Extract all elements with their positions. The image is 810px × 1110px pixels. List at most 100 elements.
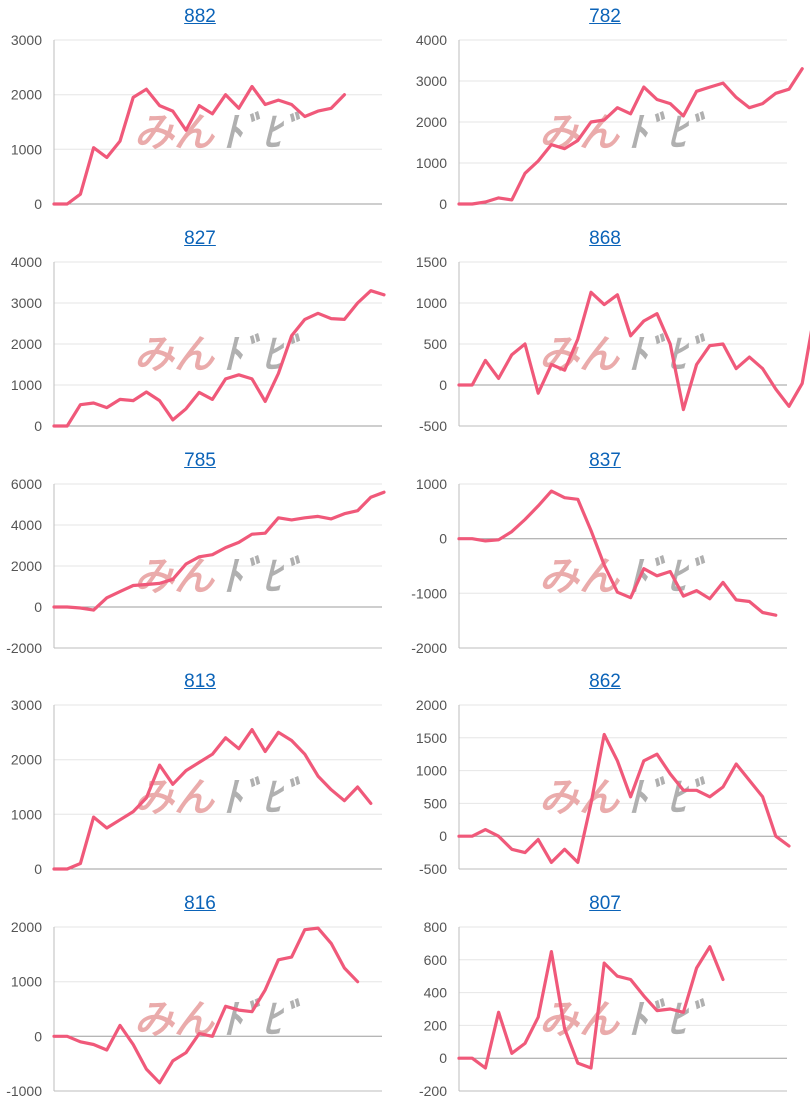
- watermark-pink-text: みん: [539, 997, 621, 1043]
- y-tick-label: 800: [424, 919, 448, 935]
- y-tick-label: 1000: [416, 763, 447, 779]
- y-tick-label: 1000: [11, 377, 42, 393]
- y-tick-label: 0: [439, 1050, 447, 1066]
- y-tick-label: 1500: [416, 254, 447, 270]
- watermark-logo: みん ﾄﾞﾋﾞ: [134, 997, 302, 1043]
- y-tick-label: -200: [419, 1083, 447, 1099]
- y-tick-label: 4000: [416, 32, 447, 48]
- y-tick-label: 6000: [11, 476, 42, 492]
- watermark-logo: みん ﾄﾞﾋﾞ: [539, 110, 707, 156]
- y-tick-label: 2000: [11, 336, 42, 352]
- chart-title-link[interactable]: 785: [184, 450, 216, 471]
- y-tick-label: 3000: [11, 697, 42, 713]
- chart-title-link[interactable]: 813: [184, 671, 216, 692]
- y-tick-label: 0: [34, 1028, 42, 1044]
- chart-panel: 837 1000 0 -1000 -2000 みん ﾄﾞﾋﾞ: [405, 444, 805, 666]
- series-line: [52, 289, 386, 428]
- y-tick-label: 200: [424, 1017, 448, 1033]
- watermark-gray-text: ﾄﾞﾋﾞ: [627, 110, 707, 156]
- series-line: [457, 945, 725, 1070]
- watermark-logo: みん ﾄﾞﾋﾞ: [539, 997, 707, 1043]
- y-tick-label: -2000: [6, 640, 42, 656]
- y-tick-label: -1000: [6, 1083, 42, 1099]
- y-tick-label: -1000: [411, 585, 447, 601]
- watermark-pink-text: みん: [134, 332, 216, 378]
- chart-panel: 813 3000 2000 1000 0 みん ﾄﾞﾋﾞ: [0, 665, 400, 887]
- watermark-gray-text: ﾄﾞﾋﾞ: [627, 775, 707, 821]
- chart-title-link[interactable]: 782: [589, 6, 621, 27]
- watermark-pink-text: みん: [134, 997, 216, 1043]
- y-tick-label: 2000: [11, 919, 42, 935]
- y-tick-label: 2000: [11, 558, 42, 574]
- watermark-pink-text: みん: [539, 332, 621, 378]
- chart-panel: 882 3000 2000 1000 0 みん ﾄﾞﾋﾞ: [0, 0, 400, 222]
- chart-panel: 862 2000 1500 1000 500 0 -500 みん ﾄﾞﾋﾞ: [405, 665, 805, 887]
- y-tick-label: 3000: [11, 32, 42, 48]
- watermark-gray-text: ﾄﾞﾋﾞ: [222, 997, 302, 1043]
- watermark-logo: みん ﾄﾞﾋﾞ: [539, 775, 707, 821]
- chart-panel: 868 1500 1000 500 0 -500 みん ﾄﾞﾋﾞ: [405, 222, 810, 444]
- chart-title-link[interactable]: 862: [589, 671, 621, 692]
- chart-panel: 827 4000 3000 2000 1000 0 みん ﾄﾞﾋﾞ: [0, 222, 400, 444]
- series-line: [52, 727, 373, 871]
- y-tick-label: 0: [34, 861, 42, 877]
- chart-title-link[interactable]: 816: [184, 893, 216, 914]
- line-chart: 4000 3000 2000 1000 0 みん ﾄﾞﾋﾞ: [11, 254, 386, 434]
- watermark-pink-text: みん: [134, 110, 216, 156]
- y-tick-label: 4000: [11, 254, 42, 270]
- chart-panel: 785 6000 4000 2000 0 -2000 みん ﾄﾞﾋﾞ: [0, 444, 400, 666]
- y-tick-label: 1000: [416, 155, 447, 171]
- y-tick-label: 2000: [11, 752, 42, 768]
- chart-title-link[interactable]: 827: [184, 228, 216, 249]
- y-tick-label: -500: [419, 418, 447, 434]
- y-tick-label: 0: [439, 828, 447, 844]
- watermark-gray-text: ﾄﾞﾋﾞ: [222, 554, 302, 600]
- y-tick-label: 1000: [11, 806, 42, 822]
- y-tick-label: 500: [424, 336, 448, 352]
- y-tick-label: 1500: [416, 730, 447, 746]
- y-tick-label: 2000: [416, 114, 447, 130]
- chart-title-link[interactable]: 868: [589, 228, 621, 249]
- series-line: [457, 489, 778, 617]
- series-line: [457, 732, 791, 864]
- chart-panel: 807 800 600 400 200 0 -200 みん ﾄﾞﾋﾞ: [405, 887, 805, 1109]
- y-tick-label: 400: [424, 985, 448, 1001]
- line-chart: 2000 1500 1000 500 0 -500 みん ﾄﾞﾋﾞ: [416, 697, 791, 877]
- y-tick-label: 0: [34, 418, 42, 434]
- watermark-gray-text: ﾄﾞﾋﾞ: [222, 110, 302, 156]
- watermark-logo: みん ﾄﾞﾋﾞ: [134, 554, 302, 600]
- chart-panel: 782 4000 3000 2000 1000 0 みん ﾄﾞﾋﾞ: [405, 0, 805, 222]
- watermark-pink-text: みん: [539, 554, 621, 600]
- watermark-gray-text: ﾄﾞﾋﾞ: [222, 775, 302, 821]
- watermark-pink-text: みん: [539, 775, 621, 821]
- y-tick-label: 2000: [416, 697, 447, 713]
- y-tick-label: -500: [419, 861, 447, 877]
- y-tick-label: 1000: [11, 141, 42, 157]
- y-tick-label: 3000: [416, 73, 447, 89]
- y-tick-label: 0: [439, 377, 447, 393]
- y-tick-label: 600: [424, 952, 448, 968]
- y-tick-label: 500: [424, 795, 448, 811]
- chart-title-link[interactable]: 882: [184, 6, 216, 27]
- series-line: [52, 490, 386, 612]
- chart-title-link[interactable]: 837: [589, 450, 621, 471]
- series-line: [457, 290, 810, 412]
- y-tick-label: -2000: [411, 640, 447, 656]
- watermark-logo: みん ﾄﾞﾋﾞ: [134, 110, 302, 156]
- line-chart: 4000 3000 2000 1000 0 みん ﾄﾞﾋﾞ: [416, 32, 804, 212]
- watermark-logo: みん ﾄﾞﾋﾞ: [134, 332, 302, 378]
- y-tick-label: 0: [439, 531, 447, 547]
- y-tick-label: 1000: [416, 295, 447, 311]
- watermark-gray-text: ﾄﾞﾋﾞ: [627, 997, 707, 1043]
- series-line: [52, 926, 360, 1085]
- chart-title-link[interactable]: 807: [589, 893, 621, 914]
- y-tick-label: 2000: [11, 87, 42, 103]
- line-chart: 6000 4000 2000 0 -2000 みん ﾄﾞﾋﾞ: [6, 476, 386, 656]
- series-line: [457, 67, 804, 206]
- line-chart: 3000 2000 1000 0 みん ﾄﾞﾋﾞ: [11, 32, 382, 212]
- y-tick-label: 0: [439, 196, 447, 212]
- y-tick-label: 0: [34, 196, 42, 212]
- line-chart: 2000 1000 0 -1000 みん ﾄﾞﾋﾞ: [6, 919, 382, 1099]
